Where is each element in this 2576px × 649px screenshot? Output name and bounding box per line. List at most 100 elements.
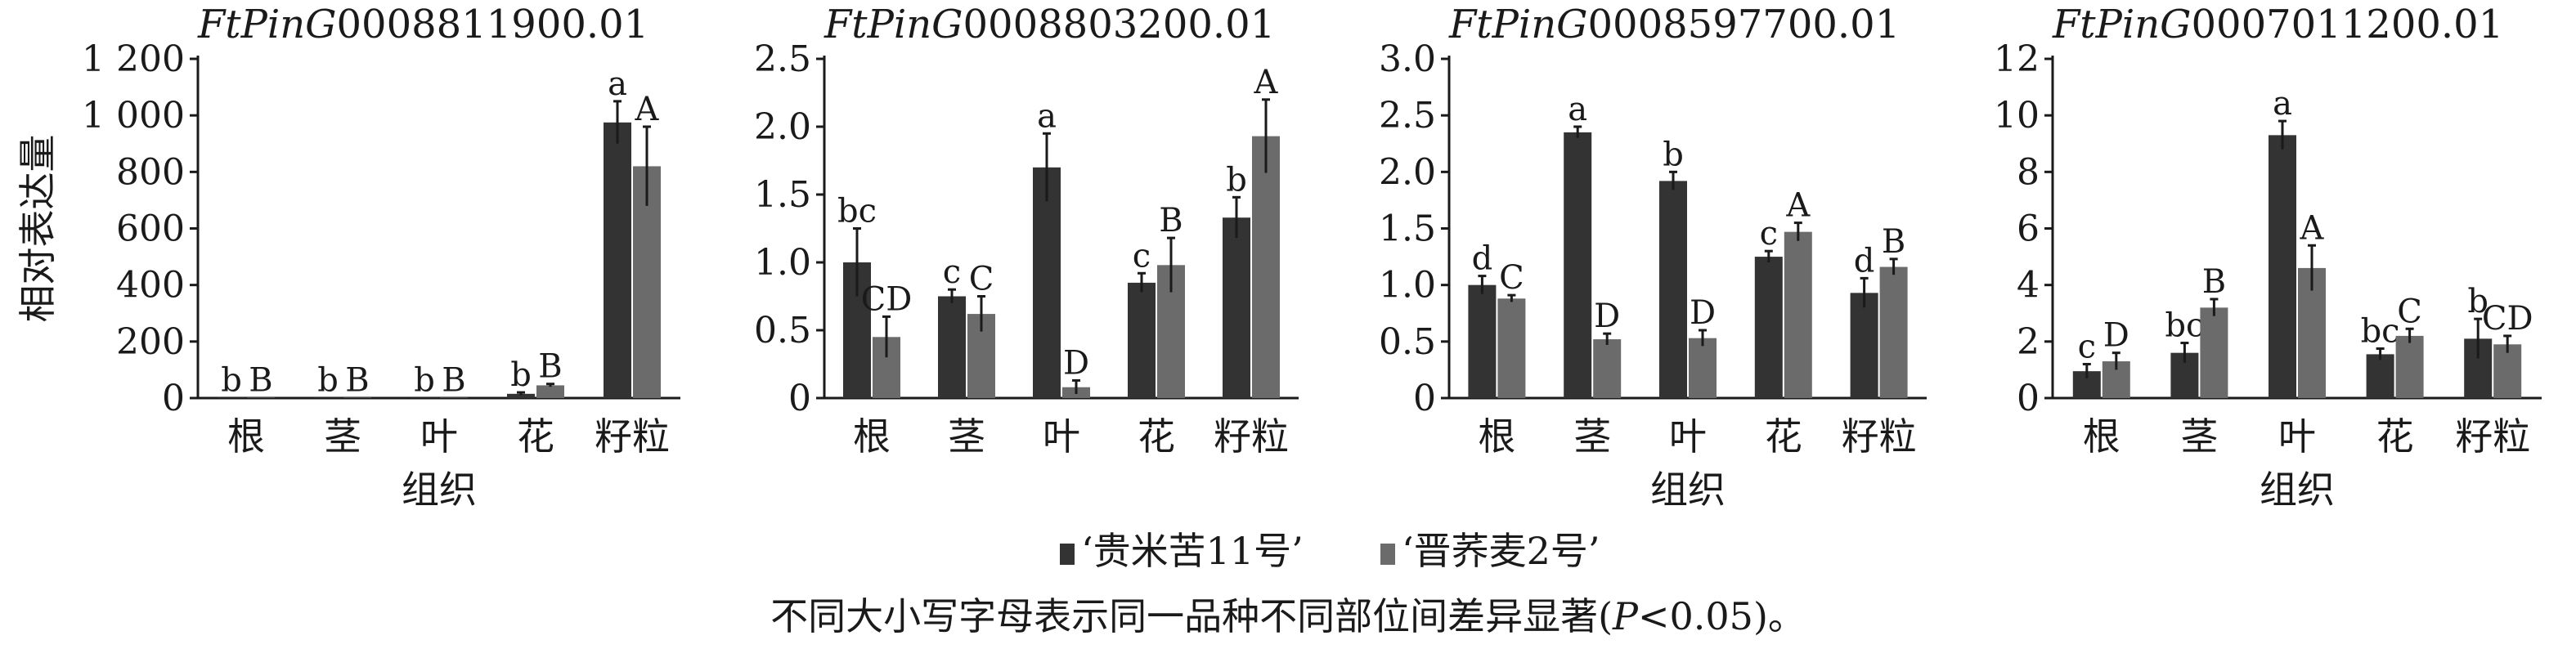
y-axis-title: 相对表达量 (16, 135, 60, 323)
category-label: 籽粒 (2455, 414, 2530, 459)
significance-letter: c (1133, 237, 1151, 275)
y-tick-label: 0 (1413, 378, 1436, 419)
category-label: 茎 (948, 414, 985, 459)
category-label: 根 (853, 414, 891, 459)
significance-letter: D (1063, 344, 1089, 382)
significance-letter: a (608, 65, 627, 103)
bar-series1 (1468, 284, 1497, 398)
panel-title-rest: 0007011200.01 (2192, 2, 2504, 47)
significance-letter: b (1226, 161, 1247, 199)
bar-series2 (1784, 231, 1812, 398)
significance-letter: bc (837, 193, 877, 231)
bar-series1 (1128, 282, 1156, 398)
y-tick-label: 0 (788, 378, 811, 419)
y-tick-label: 0.5 (1379, 321, 1436, 363)
significance-letter: B (1159, 202, 1183, 239)
significance-letter: A (1785, 187, 1811, 225)
legend-swatch (1380, 544, 1395, 565)
bar-series1 (218, 397, 245, 398)
category-label: 茎 (2180, 414, 2218, 459)
significance-letter: B (2202, 263, 2226, 301)
significance-letter: B (1882, 223, 1905, 261)
significance-letter: A (2300, 209, 2325, 247)
significance-letter: c (2078, 329, 2096, 366)
significance-letter: D (2103, 317, 2129, 355)
bar-series2 (1689, 338, 1717, 398)
legend-swatch (1060, 544, 1075, 565)
panel-title: FtPinG0008803200.01 (824, 2, 1275, 47)
bar-series1 (1850, 293, 1878, 398)
y-tick-label: 1 000 (82, 95, 185, 137)
y-tick-label: 2.0 (754, 106, 811, 148)
footnote-text: 不同大小写字母表示同一品种不同部位间差异显著( (770, 594, 1613, 638)
category-label: 花 (517, 414, 554, 459)
significance-letter: c (943, 253, 961, 291)
x-axis-title: 组织 (2260, 468, 2335, 512)
footnote-text-end: <0.05)。 (1638, 594, 1806, 638)
category-label: 根 (1478, 414, 1515, 459)
y-tick-label: 1.0 (1379, 265, 1436, 307)
significance-letter: D (1690, 294, 1716, 332)
y-tick-label: 2.0 (1379, 151, 1436, 193)
y-tick-label: 2.5 (754, 38, 811, 80)
y-tick-label: 1.5 (754, 174, 811, 216)
significance-letter: b (414, 362, 435, 400)
significance-letter: a (1568, 91, 1587, 128)
significance-letter: bc (2361, 312, 2400, 350)
bar-series2 (2395, 335, 2424, 398)
significance-letter: CD (861, 280, 913, 318)
category-label: 叶 (420, 414, 458, 459)
y-tick-label: 2 (2017, 321, 2040, 363)
x-axis-title: 组织 (1650, 468, 1726, 512)
significance-letter: d (1472, 240, 1493, 278)
legend-label: ‘晋荞麦2号’ (1402, 529, 1600, 573)
bar-series2 (440, 397, 468, 398)
significance-letter: CD (2482, 300, 2533, 338)
chart-panel-2: FtPinG0008803200.0100.51.01.52.02.5根bcCD… (754, 2, 1299, 459)
category-label: 根 (2083, 414, 2120, 459)
y-tick-label: 1.0 (754, 242, 811, 284)
footnote-p-symbol: P (1612, 594, 1639, 638)
bar-series1 (1659, 181, 1687, 398)
significance-letter: b (221, 362, 242, 400)
category-label: 花 (1138, 414, 1175, 459)
legend-label: ‘贵米苦11号’ (1081, 529, 1304, 573)
bar-series2 (1593, 339, 1622, 398)
category-label: 籽粒 (595, 414, 670, 459)
panel-title-italic: FtPinG (824, 2, 963, 47)
bar-series1 (604, 122, 631, 398)
significance-letter: bc (2165, 307, 2204, 345)
bar-series2 (1879, 266, 1908, 398)
bar-series1 (314, 397, 342, 398)
significance-letter: B (249, 362, 272, 400)
y-tick-label: 0 (162, 378, 185, 419)
bar-series2 (1497, 298, 1526, 398)
panel-title-rest: 0008811900.01 (337, 2, 649, 47)
chart-panel-3: FtPinG0008597700.01 0 0.5 1.0 1.5 2.0 2.5 3.0 根 d… (1379, 2, 1927, 512)
panel-title: FtPinG0008811900.01 (197, 2, 648, 47)
category-label: 茎 (324, 414, 361, 459)
bar-series1 (1033, 167, 1061, 399)
category-label: 籽粒 (1842, 414, 1917, 459)
significance-letter: A (1254, 64, 1279, 101)
significance-letter: d (1854, 242, 1875, 280)
legend: ‘贵米苦11号’ ‘晋荞麦2号’ (1060, 529, 1600, 573)
significance-letter: C (2397, 293, 2422, 330)
bar-series1 (938, 296, 966, 398)
panel-title: FtPinG0008597700.01 (1448, 2, 1900, 47)
y-tick-label: 800 (116, 151, 185, 193)
category-label: 叶 (1669, 414, 1707, 459)
category-label: 叶 (2278, 414, 2316, 459)
significance-letter: b (510, 356, 532, 394)
significance-letter: b (2467, 283, 2488, 320)
significance-letter: a (1037, 97, 1057, 135)
panel-title-italic: FtPinG (197, 2, 337, 47)
panel-title-rest: 0008597700.01 (1588, 2, 1901, 47)
bar-series1 (411, 397, 438, 398)
panel-title-italic: FtPinG (2052, 2, 2192, 47)
bar-series1 (1564, 132, 1592, 398)
bar-series1 (2366, 354, 2394, 398)
bar-series1 (2269, 135, 2296, 398)
bar-series1 (507, 393, 535, 398)
